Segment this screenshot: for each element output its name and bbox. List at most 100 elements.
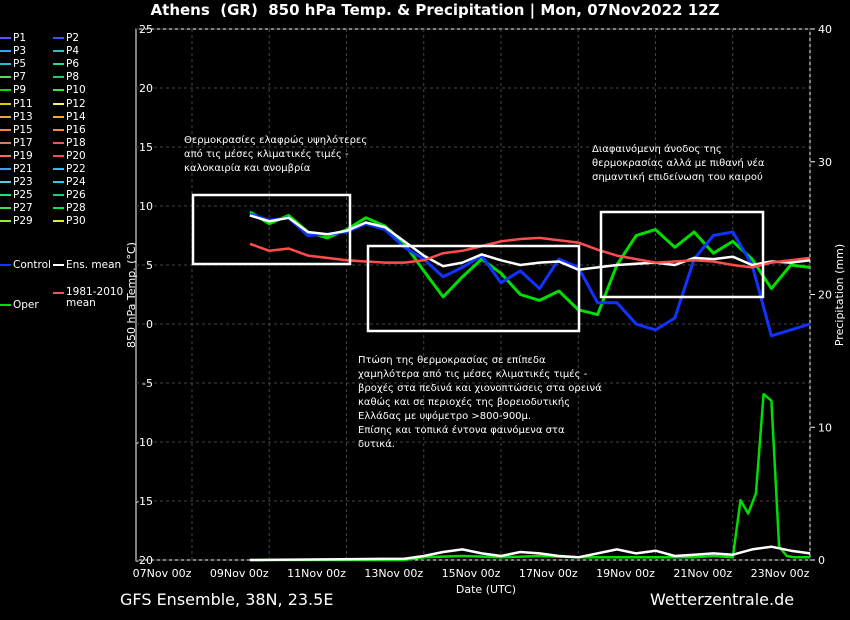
legend-item: P16 bbox=[53, 124, 86, 137]
legend-swatch bbox=[0, 128, 11, 131]
legend-swatch bbox=[53, 207, 64, 210]
y2-tick-label: 10 bbox=[818, 421, 832, 434]
y-tick-label: -20 bbox=[135, 554, 153, 567]
legend-label: P30 bbox=[66, 215, 86, 228]
legend-label: P12 bbox=[66, 97, 86, 110]
legend-swatch bbox=[53, 37, 64, 39]
series-line-ens-mean bbox=[249, 214, 811, 271]
legend-swatch bbox=[0, 194, 11, 197]
legend-item: P22 bbox=[53, 163, 86, 176]
legend-label: 1981-2010 mean bbox=[66, 286, 124, 309]
legend-item: P7 bbox=[0, 71, 26, 84]
annotation-box-rise bbox=[599, 210, 765, 299]
legend-item: P18 bbox=[53, 137, 86, 150]
y-tick-label: -5 bbox=[142, 377, 153, 390]
legend-item: Control bbox=[0, 259, 51, 272]
legend-item: P3 bbox=[0, 45, 26, 58]
legend-label: P26 bbox=[66, 189, 86, 202]
legend-item: P30 bbox=[53, 215, 86, 228]
legend-label: P11 bbox=[13, 97, 33, 110]
y-tick-label: -10 bbox=[135, 436, 153, 449]
legend-item: P9 bbox=[0, 84, 26, 97]
y2-axis-label: Precipitation (mm) bbox=[833, 244, 846, 346]
y2-tick-label: 0 bbox=[818, 554, 825, 567]
legend-item: P17 bbox=[0, 137, 33, 150]
legend-item: P27 bbox=[0, 202, 33, 215]
legend-item: Oper bbox=[0, 299, 39, 312]
legend-item: P28 bbox=[53, 202, 86, 215]
annotation-drop: Πτώση της θερμοκρασίας σε επίπεδα χαμηλό… bbox=[358, 355, 602, 450]
legend-swatch bbox=[0, 141, 11, 144]
legend-label: P25 bbox=[13, 189, 33, 202]
annotation-rise: Διαφαινόμενη άνοδος της θερμοκρασίας αλλ… bbox=[592, 144, 765, 183]
y-tick-label: 5 bbox=[146, 259, 153, 272]
legend-swatch bbox=[53, 115, 64, 118]
legend-swatch bbox=[53, 89, 64, 92]
series-line-1981-2010-mean bbox=[249, 236, 811, 269]
legend-label: P27 bbox=[13, 202, 33, 215]
legend-swatch bbox=[0, 76, 11, 79]
legend-swatch bbox=[53, 264, 64, 266]
y2-tick-label: 20 bbox=[818, 289, 832, 302]
legend-label: P14 bbox=[66, 110, 86, 123]
legend-item: P11 bbox=[0, 98, 33, 111]
legend-label: P7 bbox=[13, 71, 27, 84]
legend-label: P28 bbox=[66, 202, 86, 215]
legend-label: Ens. mean bbox=[66, 259, 122, 271]
legend-item: P10 bbox=[53, 84, 86, 97]
legend-swatch bbox=[53, 50, 64, 53]
legend-swatch bbox=[53, 181, 64, 184]
legend-item: P21 bbox=[0, 163, 33, 176]
legend-item: P23 bbox=[0, 176, 33, 189]
legend-swatch bbox=[53, 154, 64, 157]
footer-model: GFS Ensemble, 38N, 23.5E bbox=[120, 590, 334, 609]
legend-item: P15 bbox=[0, 124, 33, 137]
y-tick-label: -15 bbox=[135, 495, 153, 508]
legend-label: P10 bbox=[66, 84, 86, 97]
legend-item: P13 bbox=[0, 111, 33, 124]
x-tick-label: 19Nov 00z bbox=[596, 567, 655, 580]
legend-label: P20 bbox=[66, 149, 86, 162]
legend-swatch bbox=[0, 37, 11, 39]
legend-swatch bbox=[53, 76, 64, 79]
y2-tick-label: 40 bbox=[818, 23, 832, 36]
legend-label: P22 bbox=[66, 163, 86, 175]
legend-swatch bbox=[53, 102, 64, 105]
legend-swatch bbox=[0, 220, 11, 223]
legend-swatch bbox=[0, 304, 11, 306]
legend-label: P19 bbox=[13, 149, 33, 162]
legend-label: P3 bbox=[13, 45, 27, 58]
legend-label: P17 bbox=[13, 136, 33, 149]
footer-site: Wetterzentrale.de bbox=[650, 590, 795, 609]
legend-swatch bbox=[0, 63, 11, 66]
y-tick-label: 15 bbox=[139, 141, 153, 154]
legend-label: P29 bbox=[13, 215, 33, 228]
legend-label: P2 bbox=[66, 32, 80, 44]
legend-item: P8 bbox=[53, 71, 79, 84]
legend-item: P20 bbox=[53, 150, 86, 163]
legend-swatch bbox=[0, 102, 11, 105]
legend-item: P4 bbox=[53, 45, 79, 58]
legend-label: P1 bbox=[13, 32, 27, 44]
series-line-oper-precipitation-mm bbox=[249, 392, 810, 562]
legend-swatch bbox=[0, 264, 11, 266]
legend-item: P2 bbox=[53, 32, 79, 45]
chart-title: Athens (GR) 850 hPa Temp. & Precipitatio… bbox=[150, 1, 720, 19]
legend-label: P4 bbox=[66, 45, 80, 58]
x-tick-label: 13Nov 00z bbox=[364, 567, 423, 580]
legend-item: 1981-2010 mean bbox=[53, 287, 123, 309]
legend-swatch bbox=[53, 63, 64, 66]
y-tick-label: 0 bbox=[146, 318, 153, 331]
y2-tick-label: 30 bbox=[818, 156, 832, 169]
legend-label: P23 bbox=[13, 176, 33, 189]
legend-label: P21 bbox=[13, 163, 33, 175]
legend-swatch bbox=[0, 50, 11, 53]
legend-item: P5 bbox=[0, 58, 26, 71]
legend-label: P18 bbox=[66, 136, 86, 149]
legend-swatch bbox=[0, 154, 11, 157]
x-tick-label: 09Nov 00z bbox=[210, 567, 269, 580]
legend-item: P1 bbox=[0, 32, 26, 45]
annotation-box-drop bbox=[366, 244, 581, 333]
series-line-ens-mean-precipitation-mm bbox=[249, 545, 811, 562]
